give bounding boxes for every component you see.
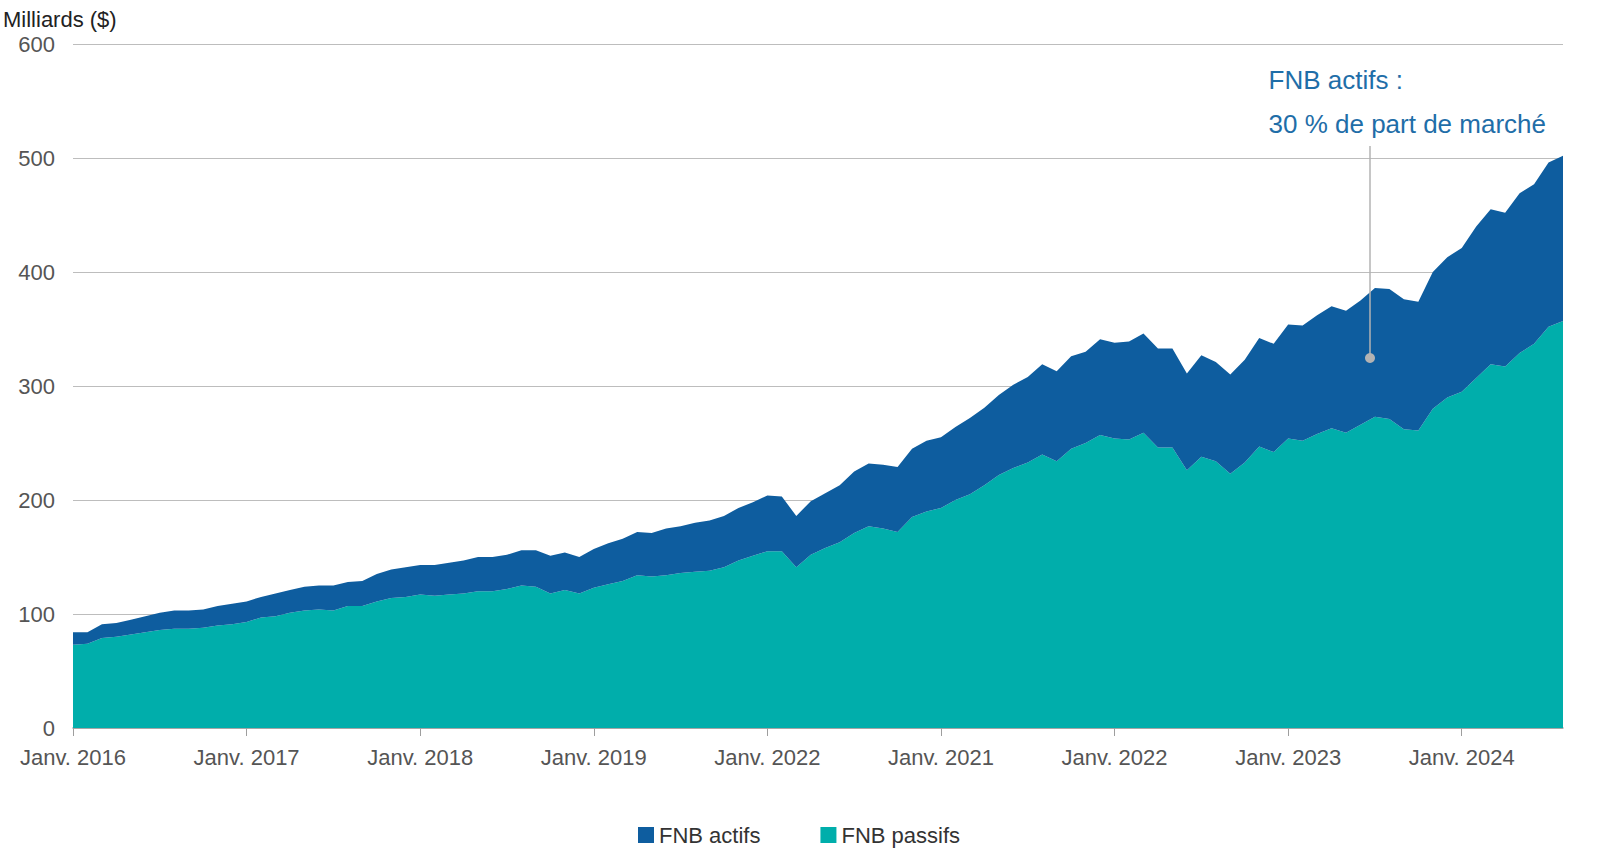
svg-text:30 % de part de marché: 30 % de part de marché — [1269, 109, 1547, 139]
svg-text:Janv. 2017: Janv. 2017 — [194, 745, 300, 770]
svg-text:Janv. 2016: Janv. 2016 — [20, 745, 126, 770]
svg-text:300: 300 — [18, 374, 55, 399]
svg-text:Janv. 2019: Janv. 2019 — [541, 745, 647, 770]
svg-text:200: 200 — [18, 488, 55, 513]
svg-text:FNB actifs :: FNB actifs : — [1269, 65, 1403, 95]
svg-text:Milliards ($): Milliards ($) — [3, 7, 117, 32]
svg-text:Janv. 2024: Janv. 2024 — [1409, 745, 1515, 770]
svg-text:Janv. 2018: Janv. 2018 — [367, 745, 473, 770]
svg-text:0: 0 — [43, 716, 55, 741]
svg-text:Janv. 2022: Janv. 2022 — [714, 745, 820, 770]
svg-text:400: 400 — [18, 260, 55, 285]
svg-text:Janv. 2021: Janv. 2021 — [888, 745, 994, 770]
svg-text:500: 500 — [18, 146, 55, 171]
svg-text:Janv. 2023: Janv. 2023 — [1235, 745, 1341, 770]
svg-text:Janv. 2022: Janv. 2022 — [1062, 745, 1168, 770]
svg-text:FNB actifs: FNB actifs — [659, 823, 760, 848]
svg-text:100: 100 — [18, 602, 55, 627]
svg-text:FNB passifs: FNB passifs — [841, 823, 960, 848]
svg-text:600: 600 — [18, 32, 55, 57]
